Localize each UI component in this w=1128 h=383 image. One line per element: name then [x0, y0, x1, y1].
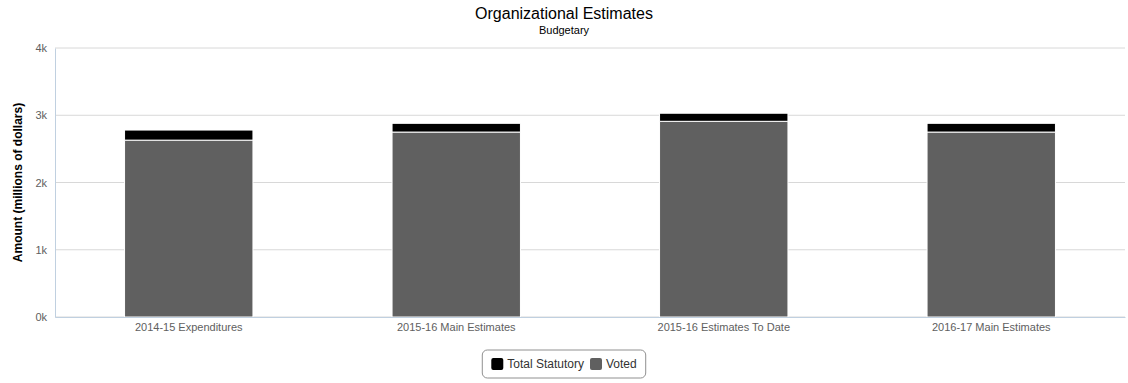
y-axis: 0k 1k 2k 3k 4k	[35, 42, 55, 323]
x-tick-label: 2014-15 Expenditures	[135, 321, 243, 333]
grid	[55, 48, 1125, 317]
grid-line	[55, 48, 1125, 49]
legend-items: Total Statutory Voted	[491, 357, 636, 371]
y-tick: 3k	[35, 109, 55, 121]
y-tick: 4k	[35, 42, 55, 54]
x-tick-label: 2015-16 Main Estimates	[397, 321, 516, 333]
y-tick-label: 0k	[35, 311, 47, 323]
legend-item: Total Statutory	[491, 357, 584, 371]
grid-line	[55, 115, 1125, 116]
bar	[125, 140, 253, 317]
y-tick-label: 1k	[35, 244, 47, 256]
legend-label: Total Statutory	[507, 357, 584, 371]
bar	[125, 130, 253, 140]
bar	[392, 123, 520, 132]
bars	[125, 113, 1056, 317]
legend-item: Voted	[590, 357, 637, 371]
title: Organizational Estimates	[475, 5, 653, 22]
x-axis-line	[56, 317, 1126, 318]
legend-box	[482, 350, 645, 378]
x-tick: 2014-15 Expenditures	[135, 317, 243, 333]
y-axis-line	[55, 49, 56, 318]
y-tick-label: 4k	[35, 42, 47, 54]
bar	[660, 121, 788, 317]
x-axis: 2014-15 Expenditures 2015-16 Main Estimat…	[56, 317, 1126, 333]
legend-swatch	[590, 358, 602, 370]
y-tick: 2k	[35, 177, 55, 189]
legend: Total Statutory Voted	[482, 350, 645, 378]
y-tick-label: 3k	[35, 109, 47, 121]
y-axis-title: Amount (millions of dollars)	[11, 103, 25, 262]
y-tick: 0k	[35, 311, 55, 323]
y-tick: 1k	[35, 244, 55, 256]
bar	[927, 132, 1055, 317]
x-tick-label: 2015-16 Estimates To Date	[658, 321, 790, 333]
x-tick: 2016-17 Main Estimates	[932, 317, 1051, 333]
subtitle: Budgetary	[539, 24, 590, 36]
bar	[660, 113, 788, 121]
legend-swatch	[491, 358, 503, 370]
bar	[392, 132, 520, 317]
legend-label: Voted	[606, 357, 637, 371]
bar	[927, 123, 1055, 132]
x-tick: 2015-16 Main Estimates	[397, 317, 516, 333]
x-tick: 2015-16 Estimates To Date	[658, 317, 790, 333]
x-tick-label: 2016-17 Main Estimates	[932, 321, 1051, 333]
y-tick-label: 2k	[35, 177, 47, 189]
